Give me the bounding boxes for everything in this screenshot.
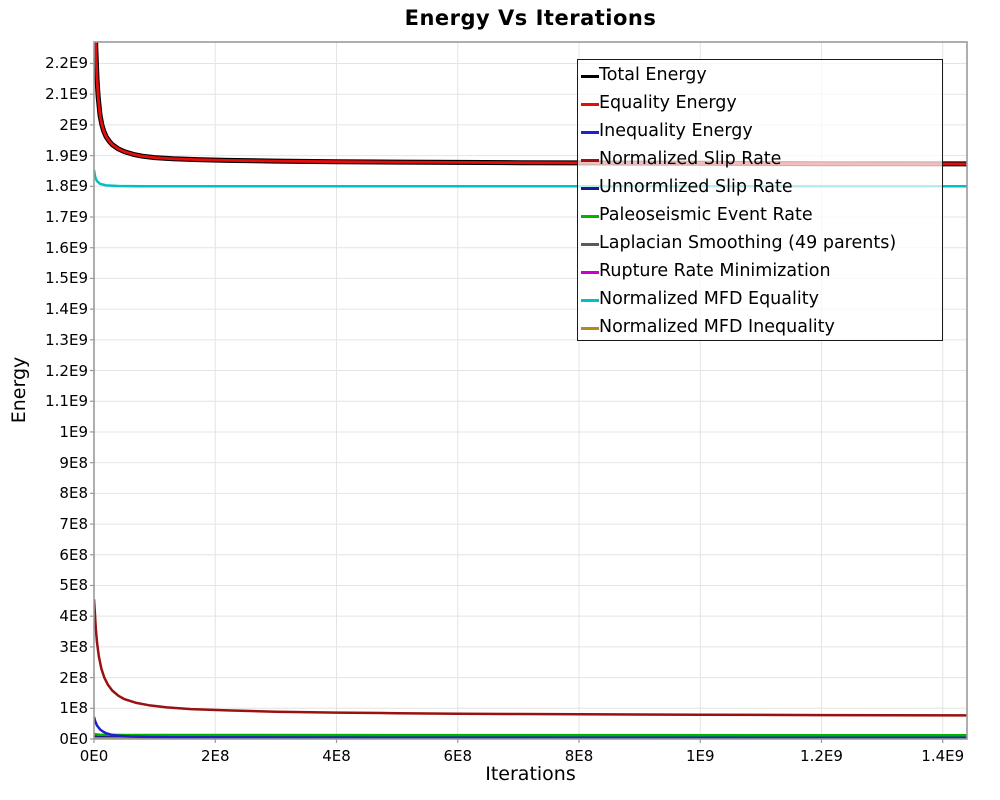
x-tick-label: 8E8 (564, 747, 594, 765)
y-tick-label: 1.6E9 (45, 238, 88, 257)
y-tick-label: 4E8 (59, 607, 88, 626)
legend-item-normalized-mfd-inequality: Normalized MFD Inequality (581, 314, 942, 342)
series-line-normalized-mfd-equality (94, 169, 967, 188)
legend-label: Normalized MFD Inequality (599, 317, 835, 338)
legend-label: Total Energy (599, 65, 707, 86)
legend-label: Normalized MFD Equality (599, 289, 819, 310)
legend-label: Normalized Slip Rate (599, 149, 782, 170)
legend-item-rupture-rate-minimization: Rupture Rate Minimization (581, 258, 942, 286)
legend-label: Paleoseismic Event Rate (599, 205, 813, 226)
legend-item-unnormlized-slip-rate: Unnormlized Slip Rate (581, 174, 942, 202)
chart-title: Energy Vs Iterations (404, 6, 657, 30)
legend-line-swatch (581, 102, 599, 106)
y-tick-label: 6E8 (59, 545, 88, 564)
legend-label: Rupture Rate Minimization (599, 261, 831, 282)
legend-item-normalized-slip-rate: Normalized Slip Rate (581, 146, 942, 174)
y-tick-label: 7E8 (59, 515, 88, 534)
legend-item-total-energy: Total Energy (581, 62, 942, 90)
y-tick-label: 1.3E9 (45, 330, 88, 349)
legend-line-swatch (581, 326, 599, 330)
legend-item-equality-energy: Equality Energy (581, 90, 942, 118)
legend-label: Unnormlized Slip Rate (599, 177, 793, 198)
x-tick-label: 0E0 (79, 747, 109, 765)
legend-line-swatch (581, 270, 599, 274)
legend-item-laplacian-smoothing-49-parents: Laplacian Smoothing (49 parents) (581, 230, 942, 258)
y-tick-label: 1E9 (59, 422, 88, 441)
x-tick-label: 4E8 (322, 747, 351, 765)
y-tick-label: 1.2E9 (45, 361, 88, 380)
y-tick-label: 5E8 (59, 576, 88, 595)
legend-item-normalized-mfd-equality: Normalized MFD Equality (581, 286, 942, 314)
y-tick-label: 2.1E9 (45, 85, 88, 104)
y-axis-title: Energy (8, 356, 30, 424)
x-tick-label: 2E8 (200, 747, 230, 765)
legend-item-paleoseismic-event-rate: Paleoseismic Event Rate (581, 202, 942, 230)
legend-line-swatch (581, 214, 599, 218)
y-tick-label: 1.7E9 (45, 208, 88, 227)
series-line-inequality-energy (94, 716, 967, 739)
y-tick-label: 2E8 (59, 668, 88, 687)
y-tick-label: 1.5E9 (45, 269, 88, 288)
y-tick-label: 1.1E9 (45, 392, 88, 411)
y-tick-label: 0E0 (59, 730, 88, 748)
x-tick-label: 1.4E9 (921, 747, 965, 765)
legend-label: Inequality Energy (599, 121, 753, 142)
legend-item-inequality-energy: Inequality Energy (581, 118, 942, 146)
legend-line-swatch (581, 298, 599, 302)
legend-box: Total Energy Equality Energy Inequality En… (577, 59, 943, 341)
series-line-paleoseismic-event-rate (94, 732, 967, 737)
series-line-normalized-slip-rate (94, 599, 967, 717)
legend-line-swatch (581, 242, 599, 246)
legend-label: Laplacian Smoothing (49 parents) (599, 233, 897, 254)
x-axis-title: Iterations (485, 763, 576, 785)
legend-line-swatch (581, 130, 599, 134)
y-tick-label: 1.8E9 (45, 177, 88, 196)
legend-line-swatch (581, 186, 599, 190)
x-tick-label: 1E9 (685, 747, 715, 765)
legend-label: Equality Energy (599, 93, 737, 114)
y-tick-label: 8E8 (59, 484, 88, 503)
y-tick-label: 3E8 (59, 637, 88, 656)
y-tick-label: 1.9E9 (45, 146, 88, 165)
y-tick-label: 9E8 (59, 453, 88, 472)
legend-line-swatch (581, 74, 599, 78)
plot-border (93, 41, 968, 740)
x-tick-label: 1.2E9 (800, 747, 843, 765)
y-tick-label: 1E8 (59, 699, 88, 718)
y-tick-label: 2.2E9 (45, 54, 88, 73)
x-tick-label: 6E8 (443, 747, 473, 765)
y-tick-label: 1.4E9 (45, 300, 88, 319)
legend-line-swatch (581, 158, 599, 162)
y-tick-label: 2E9 (59, 115, 88, 134)
